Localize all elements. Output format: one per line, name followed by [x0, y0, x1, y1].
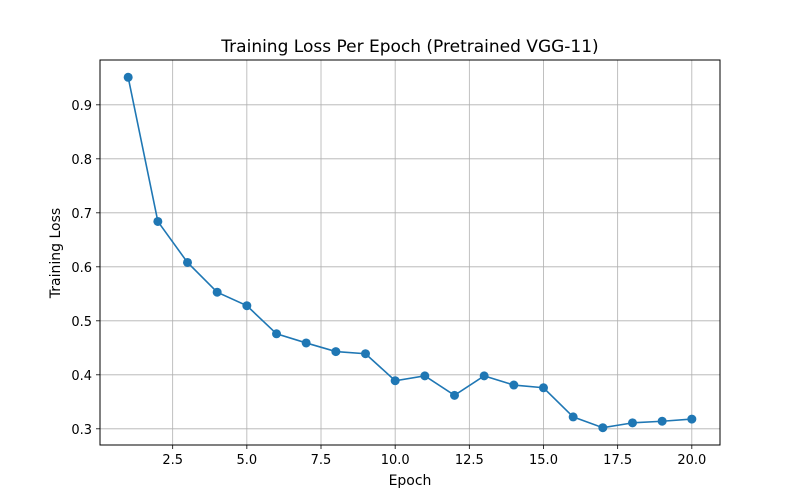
x-axis: 2.5 5.0 7.5 10.0 12.5 15.0 17.5 20.0: [162, 445, 706, 468]
series-line: [127, 77, 692, 429]
y-tick-label: 0.5: [71, 315, 92, 330]
x-tick-label: 10.0: [381, 453, 410, 468]
data-point: [509, 380, 519, 390]
y-axis-label: Training Loss: [48, 208, 64, 299]
series-layer: [123, 72, 697, 433]
data-point: [390, 376, 400, 386]
y-tick-label: 0.8: [71, 153, 92, 168]
data-point: [242, 301, 252, 311]
data-point: [153, 216, 163, 226]
data-point: [627, 418, 637, 428]
y-tick-label: 0.3: [71, 423, 92, 438]
x-tick-label: 2.5: [162, 453, 183, 468]
x-tick-label: 12.5: [455, 453, 484, 468]
x-tick-label: 17.5: [603, 453, 632, 468]
y-tick-label: 0.9: [71, 99, 92, 114]
data-point: [331, 347, 341, 357]
grid: [100, 60, 720, 445]
chart-title: Training Loss Per Epoch (Pretrained VGG-…: [220, 37, 598, 57]
data-point: [568, 412, 578, 422]
data-point: [687, 414, 697, 424]
data-point: [420, 371, 430, 381]
data-point: [538, 383, 548, 393]
data-point: [123, 72, 133, 82]
data-point: [598, 423, 608, 433]
data-point: [479, 371, 489, 381]
x-tick-label: 20.0: [677, 453, 706, 468]
data-point: [657, 416, 667, 426]
y-axis: 0.3 0.4 0.5 0.6 0.7 0.8 0.9: [71, 99, 100, 438]
y-tick-label: 0.7: [71, 207, 92, 222]
y-tick-label: 0.4: [71, 369, 92, 384]
data-point: [183, 257, 193, 267]
data-point: [212, 287, 222, 297]
x-tick-label: 7.5: [311, 453, 332, 468]
y-tick-label: 0.6: [71, 261, 92, 276]
data-point: [301, 338, 311, 348]
x-tick-label: 5.0: [236, 453, 257, 468]
data-point: [450, 390, 459, 400]
x-axis-label: Epoch: [389, 473, 432, 489]
x-tick-label: 15.0: [529, 453, 558, 468]
plot-frame: [99, 59, 721, 446]
data-point: [272, 329, 282, 339]
data-point: [361, 349, 370, 359]
